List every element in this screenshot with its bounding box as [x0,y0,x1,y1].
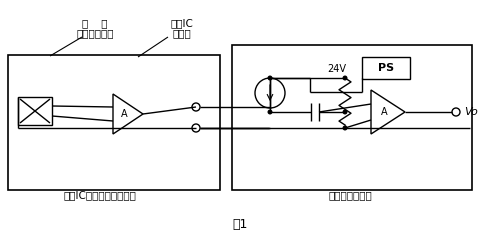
Circle shape [255,78,285,108]
Text: 加速度传感器: 加速度传感器 [76,28,114,38]
Text: Vo: Vo [464,107,478,117]
Polygon shape [371,90,405,134]
Text: PS: PS [378,63,394,73]
Polygon shape [113,94,143,134]
Text: 24V: 24V [327,64,347,74]
Circle shape [267,109,273,114]
Circle shape [192,103,200,111]
Circle shape [267,75,273,80]
Circle shape [452,108,460,116]
Text: 内装IC压电加速度传感器: 内装IC压电加速度传感器 [63,190,136,200]
Text: 图1: 图1 [232,219,248,232]
Circle shape [343,109,348,114]
Bar [362,57,410,79]
Circle shape [192,124,200,132]
Text: 微型IC: 微型IC [170,18,193,28]
Circle shape [343,126,348,130]
Text: 外接信号调理器: 外接信号调理器 [328,190,372,200]
Text: A: A [381,107,387,117]
Circle shape [343,75,348,80]
Bar [8,55,220,190]
Text: A: A [120,109,127,119]
Bar [18,97,52,125]
Text: 压    电: 压 电 [82,18,108,28]
Text: 放大器: 放大器 [173,28,192,38]
Bar [232,45,472,190]
